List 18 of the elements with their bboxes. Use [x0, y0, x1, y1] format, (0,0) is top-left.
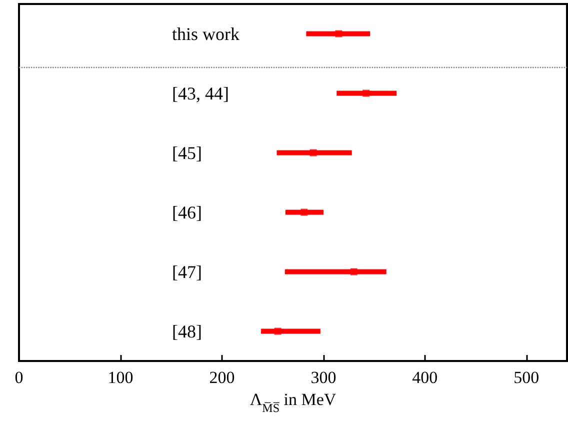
point: [300, 208, 308, 216]
point: [335, 30, 342, 38]
x-tick-label: 400: [412, 368, 438, 387]
point: [350, 268, 358, 276]
x-tick-label: 100: [108, 368, 134, 387]
x-tick-label: 500: [514, 368, 540, 387]
x-tick-label: 0: [14, 368, 24, 387]
point: [310, 149, 317, 156]
y-tick-label: [47]: [172, 262, 202, 282]
point: [362, 90, 370, 97]
y-tick-label: [43, 44]: [172, 83, 229, 104]
y-tick-label: [48]: [172, 321, 202, 342]
x-tick-label: 200: [209, 368, 235, 387]
y-tick-label: [46]: [172, 202, 202, 222]
x-tick-label: 300: [310, 368, 336, 387]
y-tick-label: [45]: [172, 142, 202, 163]
point: [274, 328, 282, 335]
y-tick-label: this work: [172, 24, 240, 44]
